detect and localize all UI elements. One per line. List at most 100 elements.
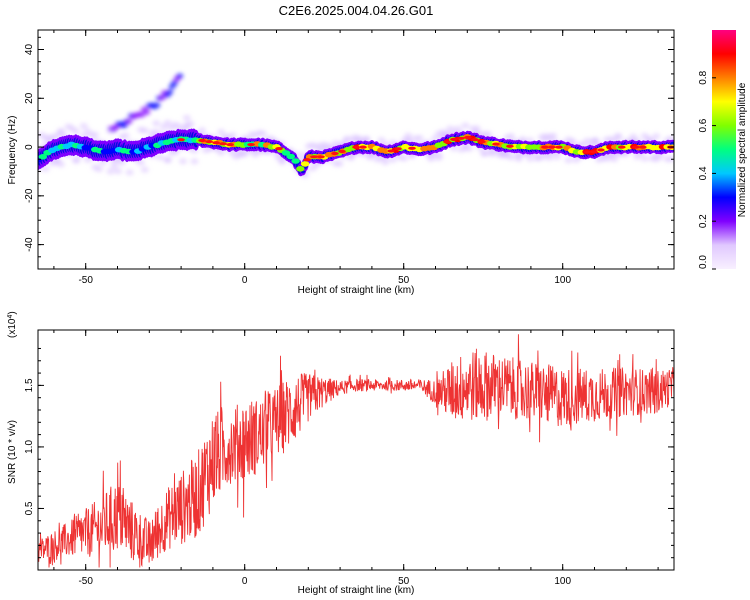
spectrogram-cell — [541, 145, 549, 149]
spectrogram-cell — [449, 145, 458, 152]
spectrogram-cell — [219, 142, 227, 146]
spectrogram-cell — [591, 137, 600, 144]
spectrogram-cell — [286, 153, 295, 160]
spectrogram-cell — [614, 132, 622, 139]
spectrogram-cell — [259, 130, 268, 137]
colorbar-tick-label: 0.6 — [698, 118, 709, 132]
spectrogram-cell — [568, 138, 577, 144]
spectrogram-xtick-label: 100 — [554, 275, 571, 286]
spectrogram-xtick-label: -50 — [78, 275, 93, 286]
spectrogram-cell — [408, 146, 416, 150]
spectrogram-cell — [281, 150, 291, 156]
snr-panel: -50 0 50 100 0.5 1.0 1.5 Height of straight li… — [7, 311, 675, 596]
spectrogram-cell — [176, 73, 184, 79]
spectrogram-cell — [296, 166, 305, 172]
spectrogram-cell — [564, 157, 573, 164]
spectrogram-cell — [72, 128, 81, 135]
spectrogram-cell — [343, 137, 352, 144]
spectrogram-cell — [317, 155, 325, 159]
snr-xlabel: Height of straight line (km) — [298, 585, 415, 596]
spectrogram-xtick-label: 0 — [242, 275, 248, 286]
spectrogram-ridge — [38, 128, 674, 177]
spectrogram-cell — [639, 145, 647, 149]
spectrogram-cell — [526, 155, 535, 162]
spectrogram-cell — [331, 151, 339, 156]
spectrogram-cell — [120, 123, 128, 129]
spectrogram-cell — [247, 143, 255, 147]
colorbar-ticks: 0.0 0.2 0.4 0.6 0.8 — [698, 70, 716, 270]
spectrogram-cell — [465, 145, 474, 152]
spectrogram-cell — [629, 133, 638, 140]
spectrogram-cell — [415, 135, 424, 141]
spectrogram-cell — [190, 158, 199, 165]
spectrogram-cell — [484, 131, 493, 138]
spectrogram-cell — [610, 156, 619, 163]
spectrogram-cell — [56, 161, 65, 168]
colorbar-tick-label: 0.0 — [698, 255, 709, 269]
spectrogram-cell — [400, 155, 409, 162]
snr-series-line — [38, 334, 674, 568]
spectrogram-ylabel: Frequency (Hz) — [7, 116, 18, 185]
spectrogram-cell — [138, 112, 146, 118]
spectrogram-cell — [177, 138, 185, 142]
colorbar-label: Normalized spectral amplitude — [737, 82, 748, 217]
spectrogram-cell — [656, 153, 664, 160]
spectrogram-cell — [166, 89, 174, 95]
spectrogram-cell — [450, 137, 458, 141]
spectrogram-cell — [163, 119, 172, 126]
snr-axes: -50 0 50 100 0.5 1.0 1.5 — [24, 330, 674, 587]
spectrogram-cell — [179, 158, 187, 165]
spectrogram-cell — [212, 141, 220, 145]
spectrogram-cell — [590, 150, 598, 154]
spectrogram-cell — [182, 114, 191, 121]
spectrogram-cell — [381, 159, 390, 166]
spectrogram-cell — [41, 165, 50, 172]
spectrogram-cell — [377, 137, 386, 144]
spectrogram-cell — [394, 147, 402, 151]
spectrogram-cell — [240, 150, 249, 157]
snr-ytick-label: 0.5 — [24, 501, 35, 515]
spectrogram-ytick-label: -40 — [24, 237, 35, 252]
spectrogram-cell — [480, 150, 489, 157]
snr-xtick-label: 50 — [398, 576, 410, 587]
spectrogram-cell — [91, 131, 100, 138]
spectrogram-cell — [618, 145, 626, 149]
spectrogram-cell — [95, 166, 104, 173]
spectrogram-cell — [507, 154, 516, 161]
spectrogram-cell — [198, 138, 206, 143]
spectrogram-xlabel: Height of straight line (km) — [298, 285, 415, 296]
colorbar-tick-label: 0.8 — [698, 70, 709, 84]
spectrogram-cell — [205, 140, 213, 144]
snr-ylabel: SNR (10 * v/v) — [7, 420, 18, 484]
spectrogram-cell — [555, 145, 563, 149]
spectrogram-cell — [453, 125, 462, 132]
spectrogram-cell — [228, 132, 237, 139]
spectrogram-cell — [404, 132, 413, 139]
spectrogram-panel: -50 0 50 100 40 20 0 -20 -40 Height of straight … — [7, 29, 675, 296]
spectrogram-cell — [583, 150, 591, 154]
spectrogram-cell — [152, 120, 161, 127]
spectrogram-cell — [492, 142, 500, 146]
figure-title: C2E6.2025.004.04.26.G01 — [279, 3, 434, 18]
colorbar: 0.0 0.2 0.4 0.6 0.8 Normalized spectral ampl… — [698, 30, 748, 270]
spectrogram-cell — [388, 156, 397, 163]
spectrogram-cell — [110, 163, 119, 170]
snr-xtick-label: -50 — [78, 576, 93, 587]
spectrogram-cell — [464, 135, 472, 140]
spectrogram-cell — [303, 158, 311, 162]
spectrogram-cell — [79, 123, 88, 129]
spectrogram-cell — [471, 138, 479, 142]
spectrogram-cell — [156, 154, 165, 161]
snr-xtick-label: 0 — [242, 576, 248, 587]
spectrogram-cell — [488, 150, 497, 157]
spectrogram-cell — [597, 148, 605, 152]
spectrogram-cell — [461, 122, 470, 129]
spectrogram-cell — [140, 166, 149, 173]
spectrogram-cell — [168, 84, 176, 89]
spectrogram-cell — [434, 152, 443, 159]
spectrogram-cell — [158, 95, 166, 101]
spectrogram-cell — [548, 145, 556, 149]
spectrogram-cell — [275, 147, 283, 151]
spectrogram-ytick-label: 40 — [24, 44, 35, 56]
